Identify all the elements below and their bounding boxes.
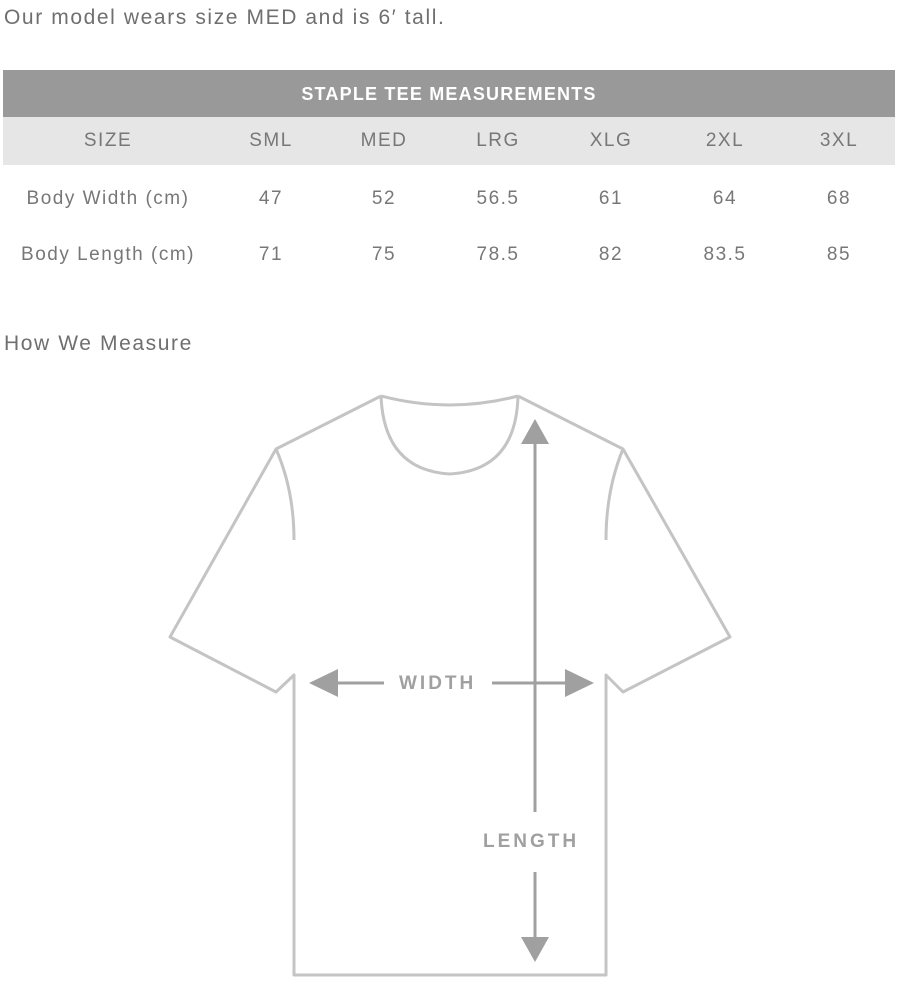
arrow-down-icon <box>521 937 549 962</box>
table-title: STAPLE TEE MEASUREMENTS <box>3 70 895 117</box>
arrow-up-icon <box>521 419 549 444</box>
table-cell: 71 <box>258 244 284 265</box>
header-cell: LRG <box>476 130 520 151</box>
table-cell: 83.5 <box>703 244 747 265</box>
header-cell: SML <box>249 130 293 151</box>
arrow-left-icon <box>309 669 338 697</box>
measure-arrows <box>309 419 594 962</box>
tshirt-outline <box>168 394 732 977</box>
table-cell: 52 <box>371 188 397 209</box>
size-header-row: SIZE SML MED LRG XLG 2XL 3XL <box>3 117 895 165</box>
width-label: WIDTH <box>399 673 477 694</box>
table-cell: 47 <box>258 188 284 209</box>
arrow-right-icon <box>565 669 594 697</box>
table-cell: 75 <box>371 244 397 265</box>
row-label: Body Length (cm) <box>21 244 195 265</box>
how-we-measure-heading: How We Measure <box>4 332 193 355</box>
table-cell: 85 <box>826 244 852 265</box>
table-row: Body Width (cm) 47 52 56.5 61 64 68 <box>3 165 895 225</box>
header-cell: MED <box>360 130 408 151</box>
header-cell: XLG <box>589 130 633 151</box>
header-cell: SIZE <box>83 130 133 151</box>
model-size-note: Our model wears size MED and is 6′ tall. <box>4 6 446 29</box>
measurements-table: STAPLE TEE MEASUREMENTS SIZE SML MED LRG… <box>3 70 895 285</box>
table-row: Body Length (cm) 71 75 78.5 82 83.5 85 <box>3 225 895 285</box>
table-cell: 64 <box>712 188 738 209</box>
header-cell: 3XL <box>819 130 859 151</box>
length-label: LENGTH <box>483 831 580 852</box>
table-cell: 82 <box>598 244 624 265</box>
table-cell: 61 <box>598 188 624 209</box>
header-cell: 2XL <box>705 130 745 151</box>
table-cell: 68 <box>826 188 852 209</box>
table-cell: 56.5 <box>476 188 520 209</box>
table-cell: 78.5 <box>476 244 520 265</box>
row-label: Body Width (cm) <box>26 188 190 209</box>
